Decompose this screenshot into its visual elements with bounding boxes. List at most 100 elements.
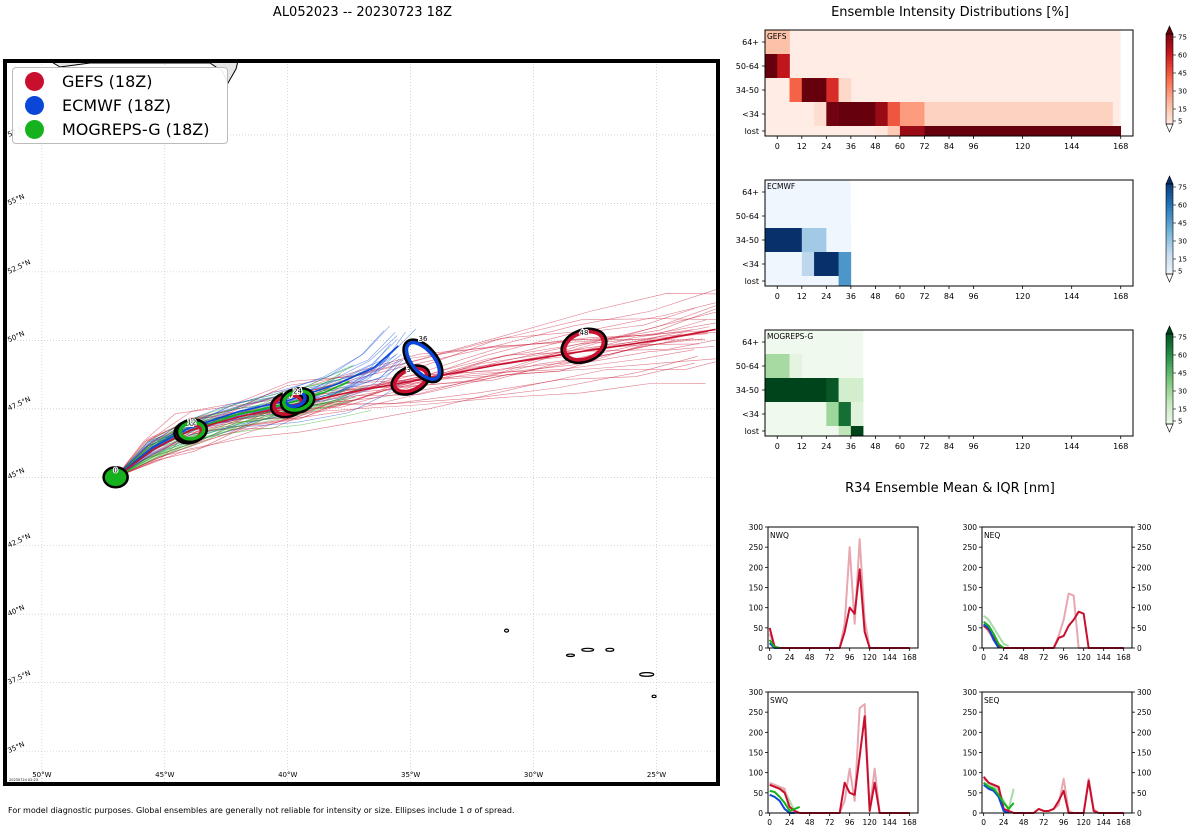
- r34-series-neq-ecmwf-mean: [983, 623, 1000, 649]
- r34-ytick-label-left: 100: [749, 769, 764, 778]
- r34-xtick-label: 96: [1059, 818, 1069, 827]
- heat-cell-ecmwf: [838, 252, 852, 277]
- r34-ytick-label-left: 100: [963, 769, 978, 778]
- colorbar-segment-ecmwf: [1166, 211, 1173, 215]
- r34-xtick-label: 120: [1077, 653, 1092, 662]
- colorbar-segment-mogrepsg: [1166, 403, 1173, 407]
- colorbar-segment-gefs: [1166, 46, 1173, 50]
- colorbar-segment-mogrepsg: [1166, 421, 1173, 425]
- heat-cell-mogrepsg: [850, 426, 864, 437]
- r34-xtick-label: 48: [1019, 818, 1029, 827]
- heat-cell-ecmwf: [801, 228, 827, 253]
- heat-cell-gefs: [924, 102, 1113, 127]
- r34-xtick-label: 72: [1039, 653, 1049, 662]
- heat-xtick-label: 60: [895, 442, 905, 451]
- heat-xtick-label: 168: [1113, 292, 1128, 301]
- colorbar-segment-gefs: [1166, 118, 1173, 122]
- r34-ytick-label: 250: [1137, 543, 1152, 552]
- heat-xtick-label: 168: [1113, 442, 1128, 451]
- heat-row-label: <34: [742, 260, 759, 269]
- r34-xtick-label: 168: [1117, 818, 1132, 827]
- colorbar-segment-mogrepsg: [1166, 397, 1173, 401]
- heat-row-label: 64+: [742, 188, 759, 197]
- r34-quadrant-label: SEQ: [984, 696, 999, 705]
- heat-row-label: 50-64: [736, 212, 759, 221]
- heat-cell-gefs: [899, 126, 925, 137]
- r34-ytick-label-left: 250: [749, 708, 764, 717]
- heat-xtick-label: 84: [944, 292, 954, 301]
- colorbar-segment-mogrepsg: [1166, 373, 1173, 377]
- map-legend: GEFS (18Z) ECMWF (18Z) MOGREPS-G (18Z): [12, 67, 228, 144]
- r34-xtick-label: 120: [863, 653, 878, 662]
- member-track-mogreps-g: [115, 365, 353, 478]
- heat-row-label: 34-50: [736, 386, 759, 395]
- heat-cell-gefs: [887, 102, 901, 127]
- heat-cell-ecmwf: [814, 252, 839, 277]
- ellipse-label: 48: [580, 329, 589, 337]
- r34-xtick-label: 0: [981, 653, 986, 662]
- heat-cell-gefs: [765, 54, 778, 79]
- heatmap-ecmwf: 64+ 50-64 34-50 <34 lost 0 12 24 36 48 60 72 84 96 120…: [736, 175, 1187, 301]
- colorbar-tick-label: 75: [1178, 34, 1187, 42]
- heat-xtick-label: 144: [1064, 292, 1079, 301]
- colorbar-tick-label: 5: [1178, 268, 1182, 276]
- member-track-mogreps-g: [115, 364, 355, 478]
- colorbar-segment-mogrepsg: [1166, 385, 1173, 389]
- island-outline: [503, 628, 510, 633]
- legend-swatch-ecmwf: [25, 95, 44, 115]
- colorbar-tick-label: 45: [1178, 220, 1187, 228]
- colorbar-segment-ecmwf: [1166, 193, 1173, 197]
- colorbar-segment-ecmwf: [1166, 190, 1173, 194]
- r34-ytick-label-left: 150: [749, 749, 764, 758]
- map-background: [5, 61, 718, 784]
- heat-xtick-label: 144: [1064, 442, 1079, 451]
- heat-row-label: lost: [745, 277, 759, 286]
- r34-series-swq-mogreps-g-mean: [769, 789, 801, 812]
- heat-bg-ecmwf: [765, 180, 851, 204]
- colorbar-segment-gefs: [1166, 61, 1173, 65]
- colorbar-segment-ecmwf: [1166, 265, 1173, 269]
- ellipse-gefs-48: [562, 330, 606, 362]
- colorbar-segment-ecmwf: [1166, 250, 1173, 254]
- colorbar-segment-mogrepsg: [1166, 379, 1173, 383]
- heat-cell-gefs: [899, 102, 925, 127]
- colorbar-segment-gefs: [1166, 82, 1173, 86]
- r34-xtick-label: 0: [767, 653, 772, 662]
- r34-ytick-label-left: 250: [963, 708, 978, 717]
- heat-cell-mogrepsg: [838, 426, 852, 437]
- island-outline: [605, 647, 615, 652]
- r34-xtick-label: 168: [903, 818, 918, 827]
- member-track-gefs: [115, 360, 718, 478]
- heat-cell-gefs: [801, 78, 827, 103]
- r34-plot-bg-seq: [982, 692, 1132, 813]
- heat-cell-ecmwf: [826, 228, 852, 253]
- colorbar-segment-mogrepsg: [1166, 361, 1173, 365]
- r34-xtick-label: 144: [883, 818, 898, 827]
- colorbar-segment-mogrepsg: [1166, 352, 1173, 356]
- colorbar-segment-gefs: [1166, 37, 1173, 41]
- heat-bg-gefs: [765, 30, 1121, 54]
- r34-ytick-label-left: 300: [963, 688, 978, 697]
- colorbar-segment-mogrepsg: [1166, 418, 1173, 422]
- colorbar-segment-gefs: [1166, 112, 1173, 116]
- colorbar-segment-ecmwf: [1166, 271, 1173, 275]
- heat-row-label: 50-64: [736, 62, 759, 71]
- colorbar-tick-label: 15: [1178, 106, 1187, 114]
- heatmap-gefs: 64+ 50-64 34-50 <34 lost 0 12 24 36 48 60 72 84 96 120…: [736, 25, 1187, 151]
- member-track-mogreps-g: [115, 400, 354, 478]
- colorbar-tick-label: 30: [1178, 388, 1187, 396]
- colorbar-tick-label: 60: [1178, 352, 1187, 360]
- r34-xtick-label: 48: [805, 818, 815, 827]
- colorbar-segment-gefs: [1166, 76, 1173, 80]
- colorbar-segment-gefs: [1166, 49, 1173, 53]
- colorbar-segment-gefs: [1166, 85, 1173, 89]
- colorbar-segment-mogrepsg: [1166, 358, 1173, 362]
- colorbar-segment-gefs: [1166, 100, 1173, 104]
- r34-series-seq-mogreps-g-mean: [983, 781, 1015, 810]
- heat-xtick-label: 60: [895, 292, 905, 301]
- island-outline: [565, 653, 576, 658]
- heat-xtick-label: 96: [968, 442, 978, 451]
- colorbar-segment-gefs: [1166, 97, 1173, 101]
- r34-ytick-label-left: 50: [967, 624, 977, 633]
- heat-xtick-label: 36: [846, 142, 856, 151]
